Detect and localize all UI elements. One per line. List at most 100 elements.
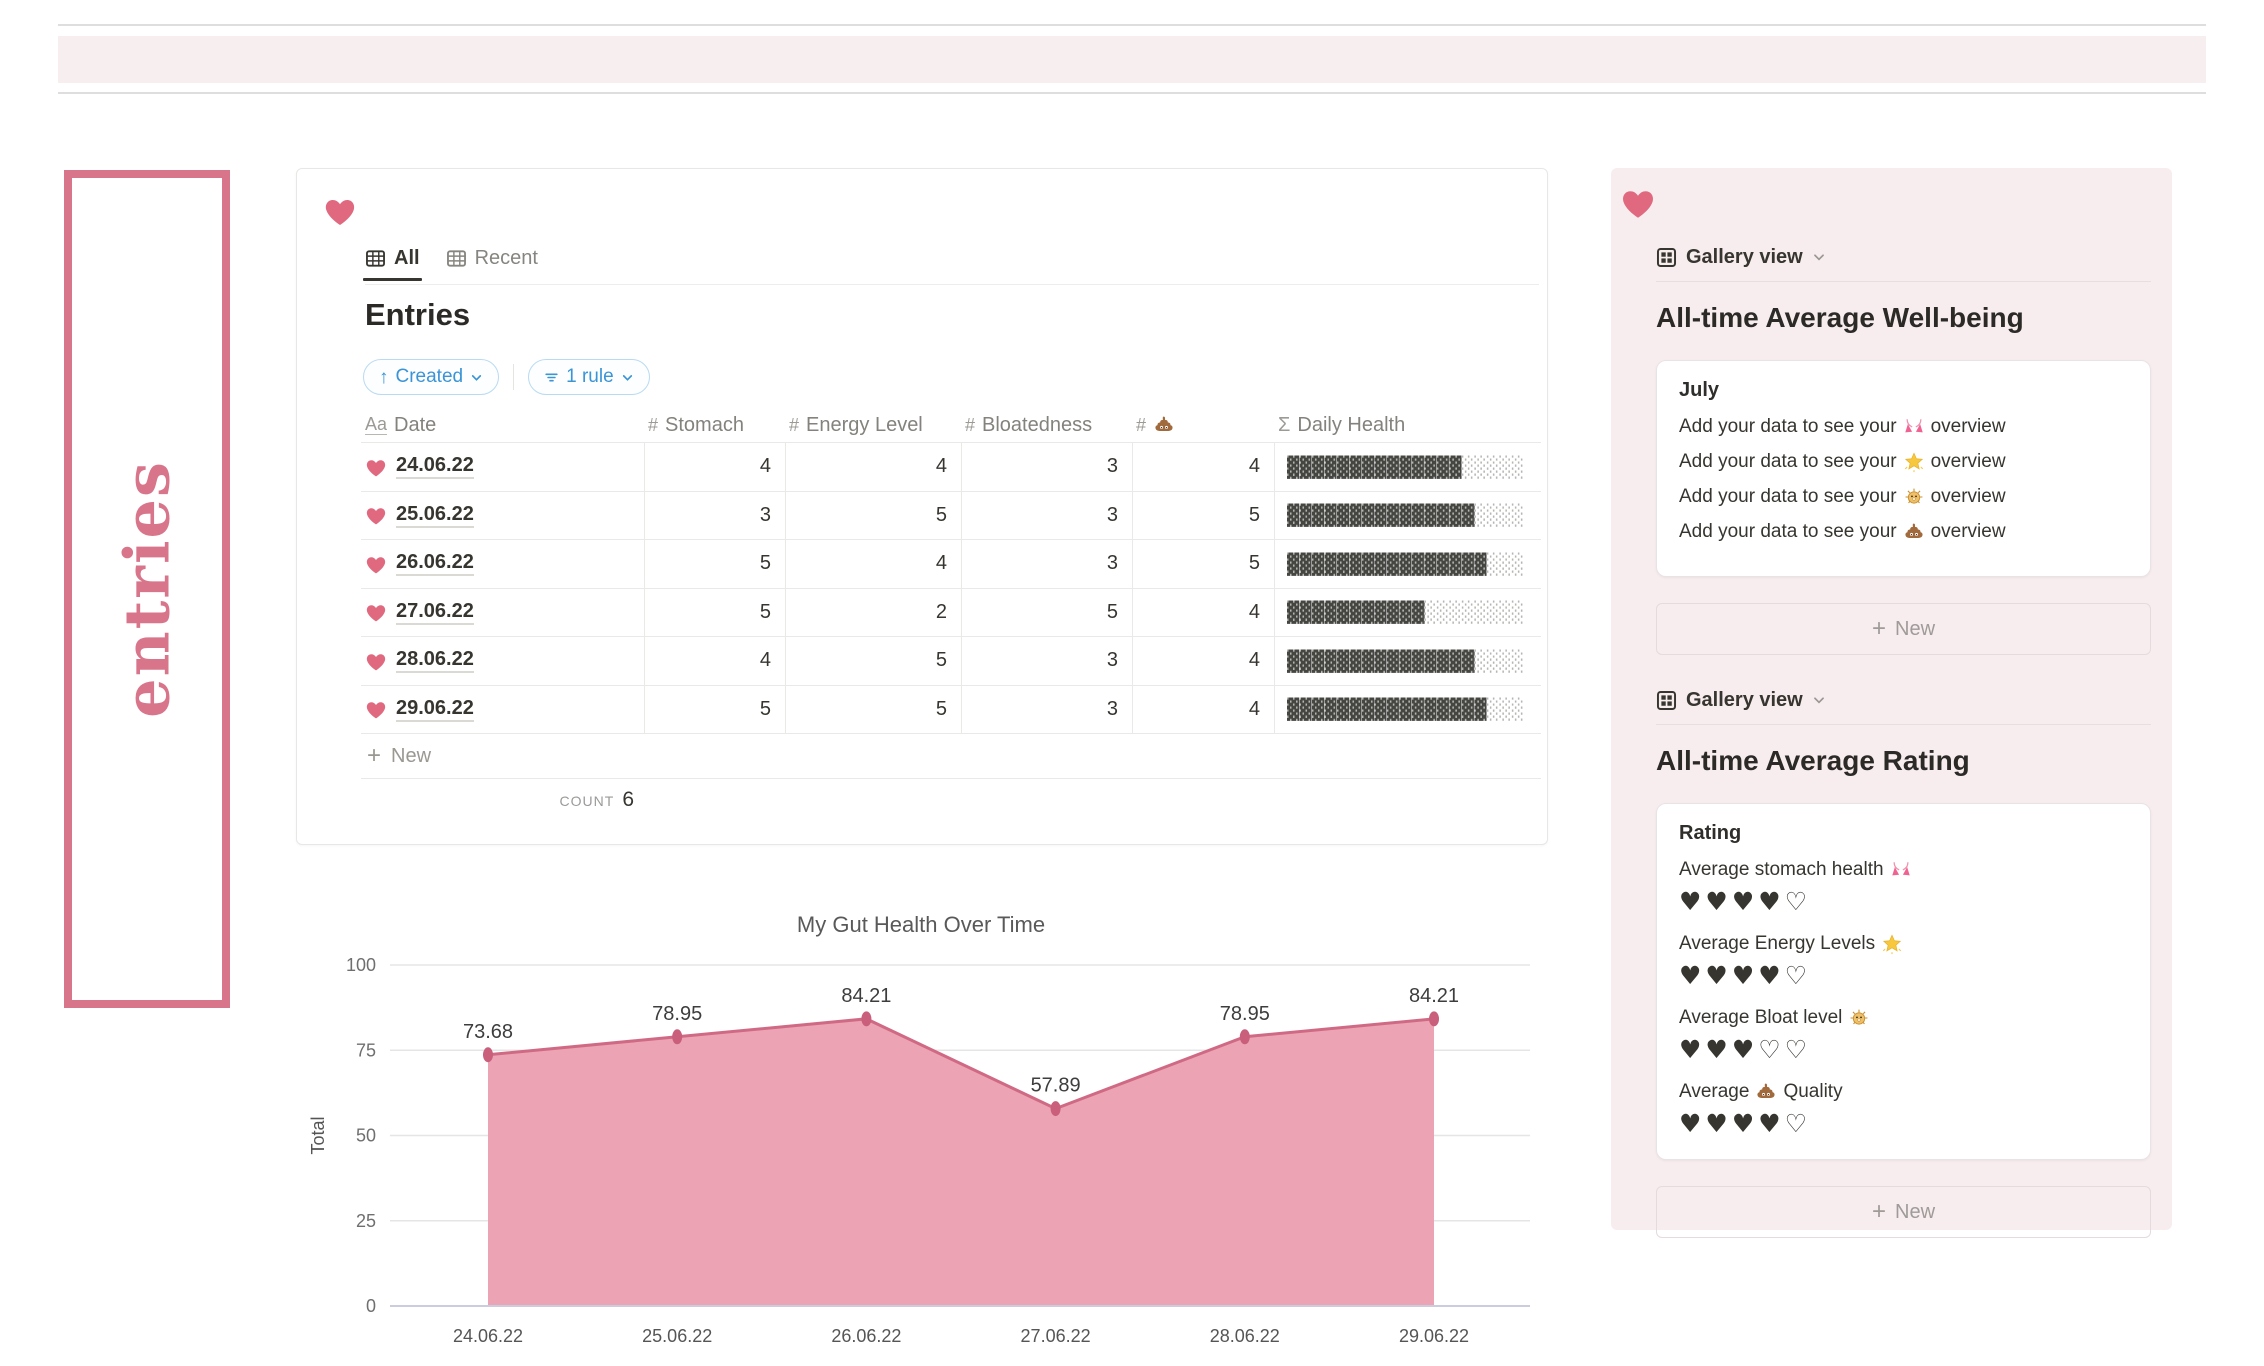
stomach-cell[interactable]: 4 xyxy=(644,443,785,491)
poop-cell[interactable]: 5 xyxy=(1132,491,1274,539)
table-aggregate-row: COUNT 6 xyxy=(361,779,1541,821)
daily-health-progress-bar: ░░░░░░░░░░░░░░░░░░░▓▓▓▓▓▓▓▓▓▓▓▓▓▓▓▓▓▓▓ xyxy=(1287,551,1525,576)
poop-icon xyxy=(1755,1081,1777,1103)
gallery-view-selector-wellbeing[interactable]: Gallery view xyxy=(1656,242,2151,272)
number-property-icon: # xyxy=(648,414,659,435)
poop-cell[interactable]: 5 xyxy=(1132,540,1274,588)
poop-icon xyxy=(1903,521,1925,543)
gallery-view-icon xyxy=(1656,690,1677,711)
area-chart: My Gut Health Over Time 0 25 50 75 100 Total 73… xyxy=(308,912,1530,1346)
stomach-cell[interactable]: 5 xyxy=(644,685,785,733)
rating-card[interactable]: Rating Average stomach health ♥♥♥♥♡ Averag… xyxy=(1656,803,2151,1160)
rating-card-items: Average stomach health ♥♥♥♥♡ Average Energ… xyxy=(1679,859,2128,1139)
bloatedness-cell[interactable]: 3 xyxy=(961,685,1132,733)
bloatedness-cell[interactable]: 3 xyxy=(961,443,1132,491)
bloatedness-cell[interactable]: 3 xyxy=(961,637,1132,685)
heart-icon xyxy=(365,457,387,477)
svg-text:29.06.22: 29.06.22 xyxy=(1399,1326,1469,1346)
bikini-icon xyxy=(1890,859,1912,881)
tab-all[interactable]: All xyxy=(363,246,422,281)
poop-cell[interactable]: 4 xyxy=(1132,637,1274,685)
bloatedness-cell[interactable]: 3 xyxy=(961,491,1132,539)
column-label: Energy Level xyxy=(806,413,923,436)
table-row[interactable]: 29.06.22 5 5 3 4 ░░░░░░░░░░░░░░░░░░░ ▓▓▓▓▓▓▓▓▓… xyxy=(361,684,1541,734)
column-label: Daily Health xyxy=(1297,413,1406,436)
stomach-cell[interactable]: 4 xyxy=(644,637,785,685)
stomach-cell[interactable]: 5 xyxy=(644,588,785,636)
pill-divider xyxy=(513,364,515,390)
gallery-view-icon xyxy=(1656,247,1677,268)
new-wellbeing-button[interactable]: + New xyxy=(1656,603,2151,655)
poop-cell[interactable]: 4 xyxy=(1132,685,1274,733)
svg-text:84.21: 84.21 xyxy=(1409,985,1459,1007)
table-view-icon xyxy=(446,248,467,269)
energy-level-cell[interactable]: 5 xyxy=(785,491,961,539)
poop-cell[interactable]: 4 xyxy=(1132,443,1274,491)
energy-level-cell[interactable]: 4 xyxy=(785,540,961,588)
gut-health-chart: My Gut Health Over Time 0 25 50 75 100 Total 73… xyxy=(300,898,1560,1360)
column-header-stomach[interactable]: # Stomach xyxy=(644,408,785,442)
bloatedness-cell[interactable]: 5 xyxy=(961,588,1132,636)
number-property-icon: # xyxy=(1136,414,1147,435)
stomach-cell[interactable]: 3 xyxy=(644,491,785,539)
section-divider xyxy=(1656,281,2151,282)
daily-health-progress-bar: ░░░░░░░░░░░░░░░░░░░▓▓▓▓▓▓▓▓▓▓▓▓▓▓▓▓▓▓▓ xyxy=(1287,600,1525,625)
table-row[interactable]: 24.06.22 4 4 3 4 ░░░░░░░░░░░░░░░░░░░ ▓▓▓▓▓▓▓▓▓… xyxy=(361,442,1541,491)
heart-icon xyxy=(365,699,387,719)
entry-date: 28.06.22 xyxy=(396,648,474,674)
rating-item: Average Bloat level ♥♥♥♡♡ xyxy=(1679,1007,2128,1065)
svg-text:28.06.22: 28.06.22 xyxy=(1210,1326,1280,1346)
top-divider xyxy=(58,24,2206,26)
sort-pill[interactable]: ↑ Created xyxy=(363,359,500,395)
svg-text:My Gut Health Over Time: My Gut Health Over Time xyxy=(797,912,1045,937)
date-cell[interactable]: 25.06.22 xyxy=(361,492,644,540)
column-label: Date xyxy=(394,413,437,436)
column-header-date[interactable]: Aa Date xyxy=(361,408,644,442)
column-header-energy-level[interactable]: # Energy Level xyxy=(785,408,961,442)
bloatedness-cell[interactable]: 3 xyxy=(961,540,1132,588)
entry-date: 29.06.22 xyxy=(396,697,474,722)
text-property-icon: Aa xyxy=(365,414,388,435)
svg-text:78.95: 78.95 xyxy=(652,1003,702,1025)
column-header-bloatedness[interactable]: # Bloatedness xyxy=(961,408,1132,442)
date-cell[interactable]: 24.06.22 xyxy=(361,443,644,491)
table-row[interactable]: 25.06.22 3 5 3 5 ░░░░░░░░░░░░░░░░░░░ ▓▓▓▓▓▓▓▓▓… xyxy=(361,490,1541,540)
energy-level-cell[interactable]: 5 xyxy=(785,685,961,733)
gallery-view-selector-rating[interactable]: Gallery view xyxy=(1656,685,2151,715)
table-new-row-button[interactable]: + New xyxy=(361,733,1541,779)
table-row[interactable]: 27.06.22 5 2 5 4 ░░░░░░░░░░░░░░░░░░░ ▓▓▓▓▓▓▓▓▓… xyxy=(361,587,1541,637)
tab-all-label: All xyxy=(394,246,420,269)
count-value: 6 xyxy=(622,788,634,811)
gallery-view-label: Gallery view xyxy=(1686,688,1803,711)
date-cell[interactable]: 26.06.22 xyxy=(361,540,644,588)
filter-rule-pill[interactable]: 1 rule xyxy=(528,359,650,395)
wellbeing-card-july[interactable]: July Add your data to see your overview Ad… xyxy=(1656,360,2151,577)
star-icon xyxy=(1903,451,1925,473)
table-row[interactable]: 28.06.22 4 5 3 4 ░░░░░░░░░░░░░░░░░░░ ▓▓▓▓▓▓▓▓▓… xyxy=(361,636,1541,685)
svg-text:25: 25 xyxy=(356,1211,376,1231)
daily-health-cell: ░░░░░░░░░░░░░░░░░░░▓▓▓▓▓▓▓▓▓▓▓▓▓▓▓▓▓▓▓ xyxy=(1274,491,1541,539)
energy-level-cell[interactable]: 5 xyxy=(785,637,961,685)
date-cell[interactable]: 29.06.22 xyxy=(361,686,644,734)
section-divider xyxy=(1656,724,2151,725)
column-header-daily-health[interactable]: Σ Daily Health xyxy=(1274,408,1541,442)
table-row[interactable]: 26.06.22 5 4 3 5 ░░░░░░░░░░░░░░░░░░░ ▓▓▓▓▓▓▓▓▓… xyxy=(361,539,1541,588)
daily-health-cell: ░░░░░░░░░░░░░░░░░░░▓▓▓▓▓▓▓▓▓▓▓▓▓▓▓▓▓▓▓ xyxy=(1274,637,1541,685)
column-header-poop[interactable]: # xyxy=(1132,408,1274,442)
poop-cell[interactable]: 4 xyxy=(1132,588,1274,636)
energy-level-cell[interactable]: 4 xyxy=(785,443,961,491)
date-cell[interactable]: 27.06.22 xyxy=(361,589,644,637)
date-cell[interactable]: 28.06.22 xyxy=(361,637,644,685)
tab-recent[interactable]: Recent xyxy=(446,247,538,270)
filter-icon xyxy=(544,370,559,385)
column-label: Stomach xyxy=(665,413,744,436)
wellbeing-card-lines: Add your data to see your overview Add you… xyxy=(1679,416,2128,543)
chevron-down-icon xyxy=(470,371,483,384)
new-rating-button[interactable]: + New xyxy=(1656,1186,2151,1238)
energy-level-cell[interactable]: 2 xyxy=(785,588,961,636)
count-aggregate[interactable]: COUNT 6 xyxy=(361,788,644,812)
tab-recent-label: Recent xyxy=(474,246,538,269)
stomach-cell[interactable]: 5 xyxy=(644,540,785,588)
new-button-label: New xyxy=(1895,1200,1936,1223)
plus-icon: + xyxy=(367,742,382,769)
